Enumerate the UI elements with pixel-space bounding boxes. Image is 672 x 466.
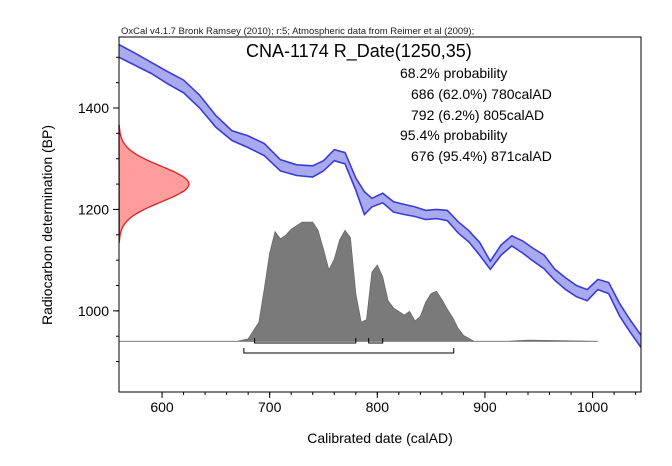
y-tick-label-1200: 1200	[78, 201, 109, 217]
calibration-band	[119, 44, 641, 348]
x-tick-label-800: 800	[366, 399, 390, 415]
x-axis-label: Calibrated date (calAD)	[307, 430, 453, 446]
y-tick-label-1400: 1400	[78, 100, 109, 116]
annotation-95-heading: 95.4% probability	[400, 127, 507, 143]
chart-title: CNA-1174 R_Date(1250,35)	[246, 41, 472, 62]
calibration-curve-group	[118, 43, 642, 348]
annotation-95-range-1: 676 (95.4%) 871calAD	[411, 148, 552, 164]
annotation-68-range-1: 686 (62.0%) 780calAD	[411, 86, 552, 102]
x-tick-label-700: 700	[258, 399, 282, 415]
axes-group: 600 700 800 900 1000 1000 1200 1400	[78, 56, 637, 415]
calibration-lower-line	[118, 56, 642, 348]
posterior-distribution-area	[119, 221, 598, 342]
x-tick-label-900: 900	[473, 399, 497, 415]
plot-border	[118, 36, 642, 393]
range-bracket-1	[254, 338, 357, 344]
range-bracket-3	[243, 348, 455, 354]
radiocarbon-date-distribution	[118, 124, 190, 243]
x-tick-label-600: 600	[150, 399, 174, 415]
probability-ranges-group	[243, 338, 455, 354]
y-axis-label: Radiocarbon determination (BP)	[39, 125, 55, 325]
chart-header: OxCal v4.1.7 Bronk Ramsey (2010); r:5; A…	[121, 26, 474, 37]
posterior-distribution-group	[119, 221, 598, 342]
range-bracket-2	[368, 338, 384, 344]
annotation-68-range-2: 792 (6.2%) 805calAD	[411, 107, 544, 123]
annotation-68-heading: 68.2% probability	[400, 65, 507, 81]
x-tick-label-1000: 1000	[577, 399, 608, 415]
calibration-upper-line	[118, 43, 642, 336]
y-tick-label-1000: 1000	[78, 303, 109, 319]
radiocarbon-date-group	[118, 124, 190, 243]
